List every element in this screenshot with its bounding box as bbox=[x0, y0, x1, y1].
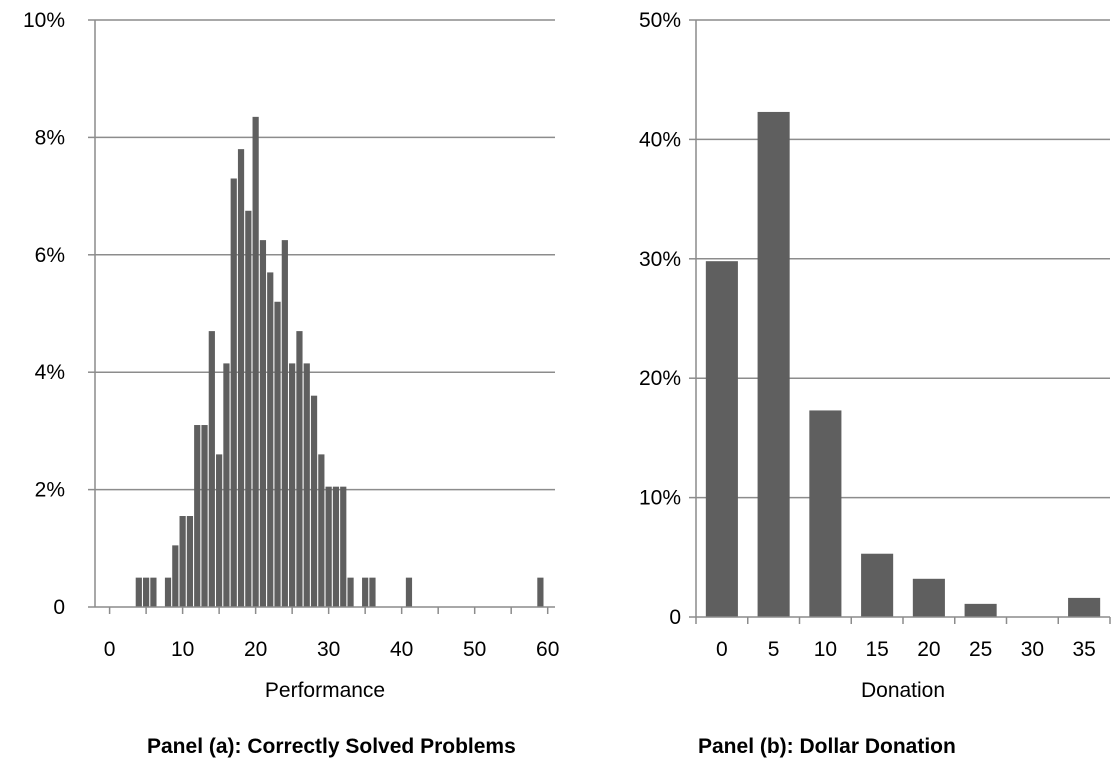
bar bbox=[347, 577, 354, 607]
panel-b-caption: Panel (b): Dollar Donation bbox=[698, 735, 956, 758]
x-axis-label: Performance bbox=[265, 679, 385, 702]
bar bbox=[362, 577, 369, 607]
panel-a-caption: Panel (a): Correctly Solved Problems bbox=[147, 735, 516, 758]
bar bbox=[369, 577, 376, 607]
bar bbox=[809, 410, 842, 617]
y-tick-label: 4% bbox=[35, 361, 65, 384]
x-tick-label: 10 bbox=[814, 638, 837, 661]
x-tick-label: 35 bbox=[1072, 638, 1095, 661]
bar bbox=[267, 272, 274, 607]
panel-a-chart: 0 2% 4% 6% 8% 10% 0 10 20 30 40 50 60 Performance bbox=[23, 9, 559, 702]
bar bbox=[757, 111, 790, 618]
y-tick-label: 0 bbox=[669, 606, 681, 629]
bar bbox=[537, 577, 544, 607]
bar bbox=[172, 545, 179, 607]
bar bbox=[179, 516, 186, 607]
x-tick-label: 50 bbox=[463, 638, 486, 661]
x-tick-label: 20 bbox=[244, 638, 267, 661]
bar bbox=[405, 577, 413, 607]
bar bbox=[303, 363, 310, 607]
bar bbox=[208, 331, 215, 607]
bar bbox=[164, 577, 172, 607]
bar bbox=[1068, 597, 1101, 617]
bar bbox=[135, 577, 142, 607]
x-tick-label: 40 bbox=[390, 638, 413, 661]
bar bbox=[861, 553, 894, 617]
bar bbox=[143, 577, 150, 607]
bar bbox=[237, 149, 245, 607]
x-tick-label: 10 bbox=[171, 638, 194, 661]
bar bbox=[150, 577, 157, 607]
bar bbox=[332, 486, 340, 607]
bar bbox=[912, 578, 945, 617]
x-tick-label: 0 bbox=[104, 638, 116, 661]
y-tick-label: 10% bbox=[23, 9, 65, 32]
y-tick-label: 30% bbox=[639, 248, 681, 271]
x-tick-label: 30 bbox=[317, 638, 340, 661]
bar bbox=[325, 486, 332, 607]
x-tick-label: 20 bbox=[917, 638, 940, 661]
bar bbox=[296, 331, 303, 607]
bar bbox=[310, 395, 318, 607]
x-tick-label: 15 bbox=[865, 638, 888, 661]
y-tick-label: 2% bbox=[35, 479, 65, 502]
x-tick-label: 30 bbox=[1021, 638, 1044, 661]
bar bbox=[705, 261, 738, 617]
y-tick-label: 10% bbox=[639, 487, 681, 510]
y-tick-label: 8% bbox=[35, 126, 65, 149]
y-tick-label: 20% bbox=[639, 367, 681, 390]
x-tick-label: 60 bbox=[536, 638, 559, 661]
bar bbox=[252, 116, 259, 607]
bar bbox=[230, 178, 237, 608]
bar bbox=[259, 240, 267, 607]
bar bbox=[964, 603, 997, 617]
y-tick-label: 50% bbox=[639, 9, 681, 32]
bar bbox=[274, 301, 281, 607]
bar bbox=[318, 454, 325, 607]
y-tick-label: 0 bbox=[53, 596, 65, 619]
bar bbox=[216, 454, 223, 607]
x-tick-label: 0 bbox=[716, 638, 728, 661]
bar bbox=[289, 363, 296, 607]
bar bbox=[201, 425, 208, 607]
bar bbox=[340, 486, 347, 607]
x-tick-label: 25 bbox=[969, 638, 992, 661]
y-tick-label: 6% bbox=[35, 244, 65, 267]
bar bbox=[186, 516, 194, 607]
x-axis-label: Donation bbox=[861, 679, 945, 702]
bar bbox=[245, 210, 252, 607]
bar bbox=[281, 240, 288, 607]
y-tick-label: 40% bbox=[639, 128, 681, 151]
bar bbox=[223, 363, 230, 607]
panel-b-chart: 0 10% 20% 30% 40% 50% 0 5 10 15 20 25 30 35 Donation bbox=[639, 9, 1111, 702]
x-tick-label: 5 bbox=[768, 638, 780, 661]
bar bbox=[194, 425, 201, 607]
